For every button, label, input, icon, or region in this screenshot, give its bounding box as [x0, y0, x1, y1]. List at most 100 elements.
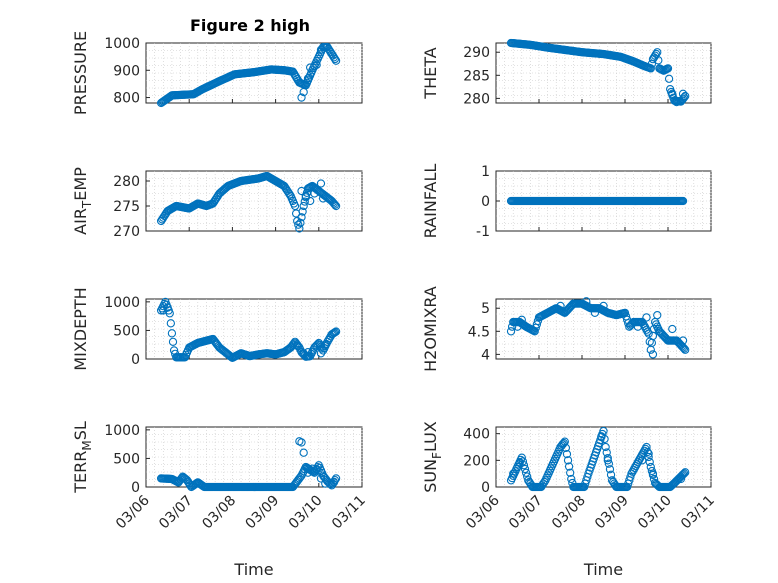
data-point [681, 468, 690, 477]
data-point [601, 442, 610, 452]
data-point [306, 196, 315, 206]
data-point [331, 474, 341, 483]
y-tick-label: 5 [481, 301, 490, 317]
data-point [562, 449, 572, 459]
data-point [653, 48, 662, 57]
data-point [301, 191, 310, 201]
data-point [329, 199, 339, 208]
data-point [602, 448, 611, 457]
y-tick-label: 290 [463, 45, 490, 61]
data-point [312, 465, 321, 475]
data-point [308, 467, 317, 476]
data-point [310, 62, 319, 71]
data-series [156, 171, 341, 233]
data-point [648, 350, 658, 359]
data-series [506, 426, 690, 492]
data-point [506, 327, 516, 336]
data-point [321, 479, 330, 488]
data-point [331, 201, 341, 211]
data-point [297, 93, 306, 102]
grid-lines [146, 427, 363, 487]
data-point [603, 456, 612, 465]
data-point [678, 470, 688, 479]
data-point [329, 478, 339, 487]
data-point [664, 74, 674, 83]
data-point [648, 469, 658, 478]
y-axis-label: AIRTEMP [71, 167, 94, 235]
subplot-5: 0 500 1000 MIXDEPTH [71, 287, 363, 371]
data-point [321, 340, 330, 349]
x-axis-label: Time [583, 560, 623, 579]
data-point [603, 453, 612, 463]
data-point [590, 308, 600, 317]
data-point [678, 336, 688, 345]
y-tick-label: 200 [463, 453, 490, 469]
subplot-2: 280 285 290 THETA [421, 38, 712, 107]
y-tick-label: -1 [476, 224, 490, 240]
data-point [642, 313, 651, 322]
data-point [316, 179, 326, 188]
data-point [643, 447, 652, 457]
data-point [638, 456, 647, 465]
data-point [681, 91, 690, 101]
data-point [644, 449, 653, 458]
data-point [166, 319, 175, 328]
data-point [564, 462, 574, 471]
y-tick-label: 1000 [104, 36, 140, 52]
data-series [506, 297, 690, 359]
data-point [293, 341, 302, 351]
y-tick-label: 4.5 [468, 324, 490, 340]
data-point [331, 56, 341, 65]
data-point [681, 345, 690, 354]
data-series [156, 42, 341, 108]
data-point [645, 457, 654, 467]
data-point [294, 220, 303, 229]
y-tick-label: 270 [113, 224, 140, 240]
y-tick-label: 280 [463, 91, 490, 107]
data-point [672, 97, 681, 107]
y-tick-label: 500 [113, 451, 140, 467]
y-tick-label: 275 [113, 199, 140, 215]
data-series [506, 196, 688, 206]
data-point [540, 477, 549, 487]
data-point [679, 344, 689, 353]
data-point [668, 324, 677, 334]
data-point [297, 186, 306, 196]
data-point [316, 474, 326, 483]
data-series [156, 297, 341, 363]
data-point [163, 303, 172, 312]
figure-title: Figure 2 high [190, 16, 310, 35]
data-point [646, 64, 655, 73]
data-point [676, 474, 686, 484]
y-tick-label: 0 [481, 480, 490, 496]
data-point [517, 315, 526, 324]
data-point [663, 64, 673, 73]
data-point [678, 196, 688, 206]
data-point [303, 347, 313, 357]
y-axis-label: H2OMIXRA [421, 286, 440, 372]
y-tick-label: 285 [463, 68, 490, 84]
y-tick-label: 400 [463, 427, 490, 443]
data-point [566, 468, 575, 477]
subplot-3: 270 275 280 AIRTEMP [71, 167, 363, 240]
y-axis-label: TERRMSL [71, 421, 94, 494]
data-point [316, 45, 326, 54]
data-point [168, 337, 178, 347]
data-point [299, 349, 308, 358]
data-point [644, 329, 653, 338]
data-point [559, 438, 568, 448]
data-point [331, 327, 341, 336]
data-point [299, 448, 308, 457]
data-series [156, 437, 341, 492]
data-point [310, 189, 319, 198]
y-tick-label: 500 [113, 323, 140, 339]
y-tick-label: 4 [481, 347, 490, 363]
data-point [563, 456, 573, 465]
data-series [506, 38, 690, 107]
y-tick-label: 280 [113, 174, 140, 190]
data-point [316, 349, 326, 358]
data-point [678, 89, 688, 98]
data-point [604, 459, 614, 468]
data-point [159, 306, 168, 315]
